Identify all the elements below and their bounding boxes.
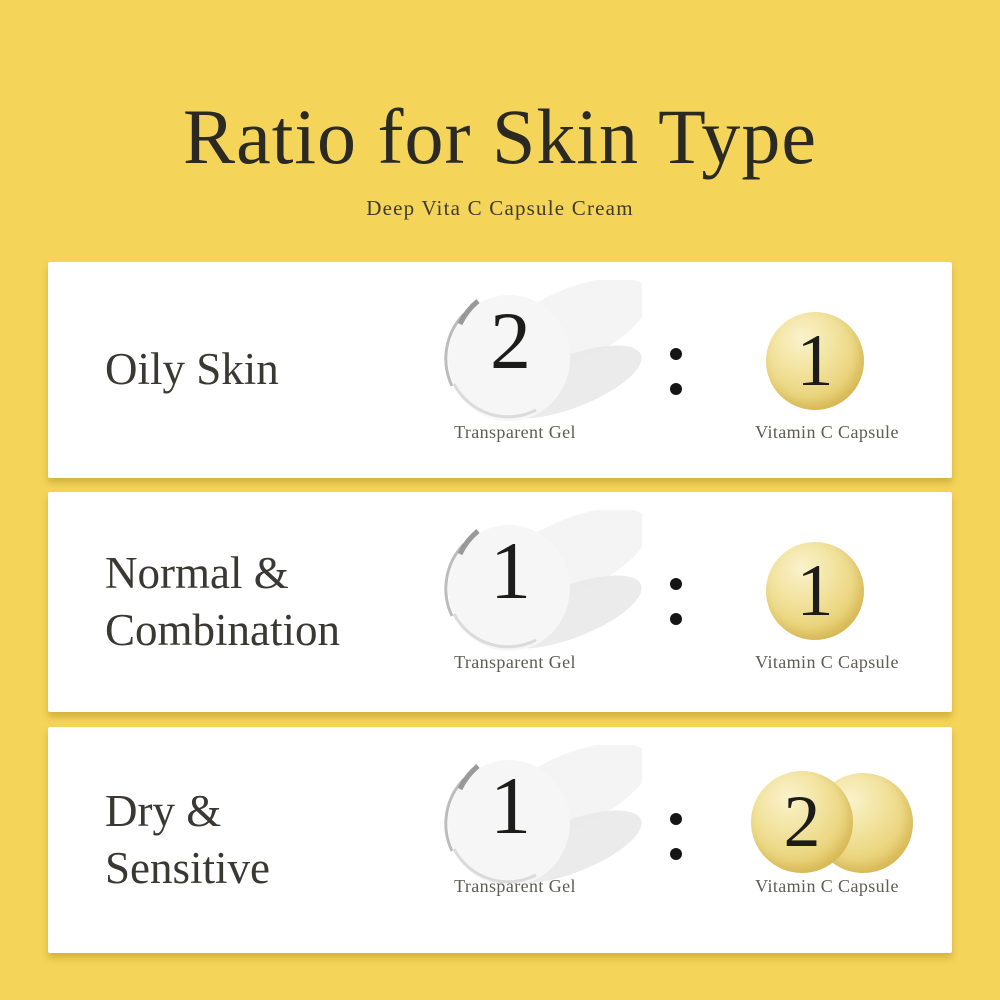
colon-dot-top	[670, 813, 682, 825]
capsule-ratio-number: 1	[796, 320, 834, 402]
gel-label: Transparent Gel	[454, 422, 576, 442]
skin-type-line1: Oily Skin	[105, 344, 279, 395]
page-title: Ratio for Skin Type	[183, 93, 817, 180]
skin-type-label: Dry & Sensitive	[105, 727, 270, 953]
colon-dot-top	[670, 578, 682, 590]
capsule-ratio-number: 1	[796, 550, 834, 632]
gel-ratio-number: 1	[490, 525, 531, 616]
skin-type-line1: Normal &	[105, 547, 289, 598]
ratio-colon	[670, 578, 682, 625]
skin-type-line1: Dry &	[105, 785, 222, 836]
gel-label: Transparent Gel	[454, 652, 576, 672]
row-oily-skin: Oily Skin 2 Transparent Gel 1 Vitamin C …	[48, 262, 952, 478]
colon-dot-bottom	[670, 848, 682, 860]
colon-dot-top	[670, 348, 682, 360]
skin-type-line2: Sensitive	[105, 843, 270, 893]
gel-label: Transparent Gel	[454, 876, 576, 896]
gel-smear-icon	[444, 510, 642, 651]
ratio-colon	[670, 348, 682, 395]
capsule-ratio-number: 2	[783, 781, 821, 863]
colon-dot-bottom	[670, 613, 682, 625]
row-normal-combination: Normal & Combination 1 Transparent Gel 1…	[48, 492, 952, 712]
ratio-colon	[670, 813, 682, 860]
skin-type-line2: Combination	[105, 605, 340, 655]
capsule-label: Vitamin C Capsule	[755, 876, 899, 896]
skin-type-label: Normal & Combination	[105, 492, 340, 712]
skin-type-label: Oily Skin	[105, 262, 279, 478]
gel-ratio-number: 1	[490, 760, 531, 851]
colon-dot-bottom	[670, 383, 682, 395]
vitamin-capsule-icon: 2	[751, 771, 853, 873]
page-subtitle: Deep Vita C Capsule Cream	[366, 196, 634, 220]
vitamin-capsule-icon: 1	[766, 312, 864, 410]
gel-smear-icon	[444, 745, 642, 886]
capsule-label: Vitamin C Capsule	[755, 422, 899, 442]
vitamin-capsule-icon: 1	[766, 542, 864, 640]
gel-ratio-number: 2	[490, 295, 531, 386]
row-dry-sensitive: Dry & Sensitive 1 Transparent Gel 2 Vita…	[48, 727, 952, 953]
capsule-label: Vitamin C Capsule	[755, 652, 899, 672]
gel-smear-icon	[444, 280, 642, 421]
